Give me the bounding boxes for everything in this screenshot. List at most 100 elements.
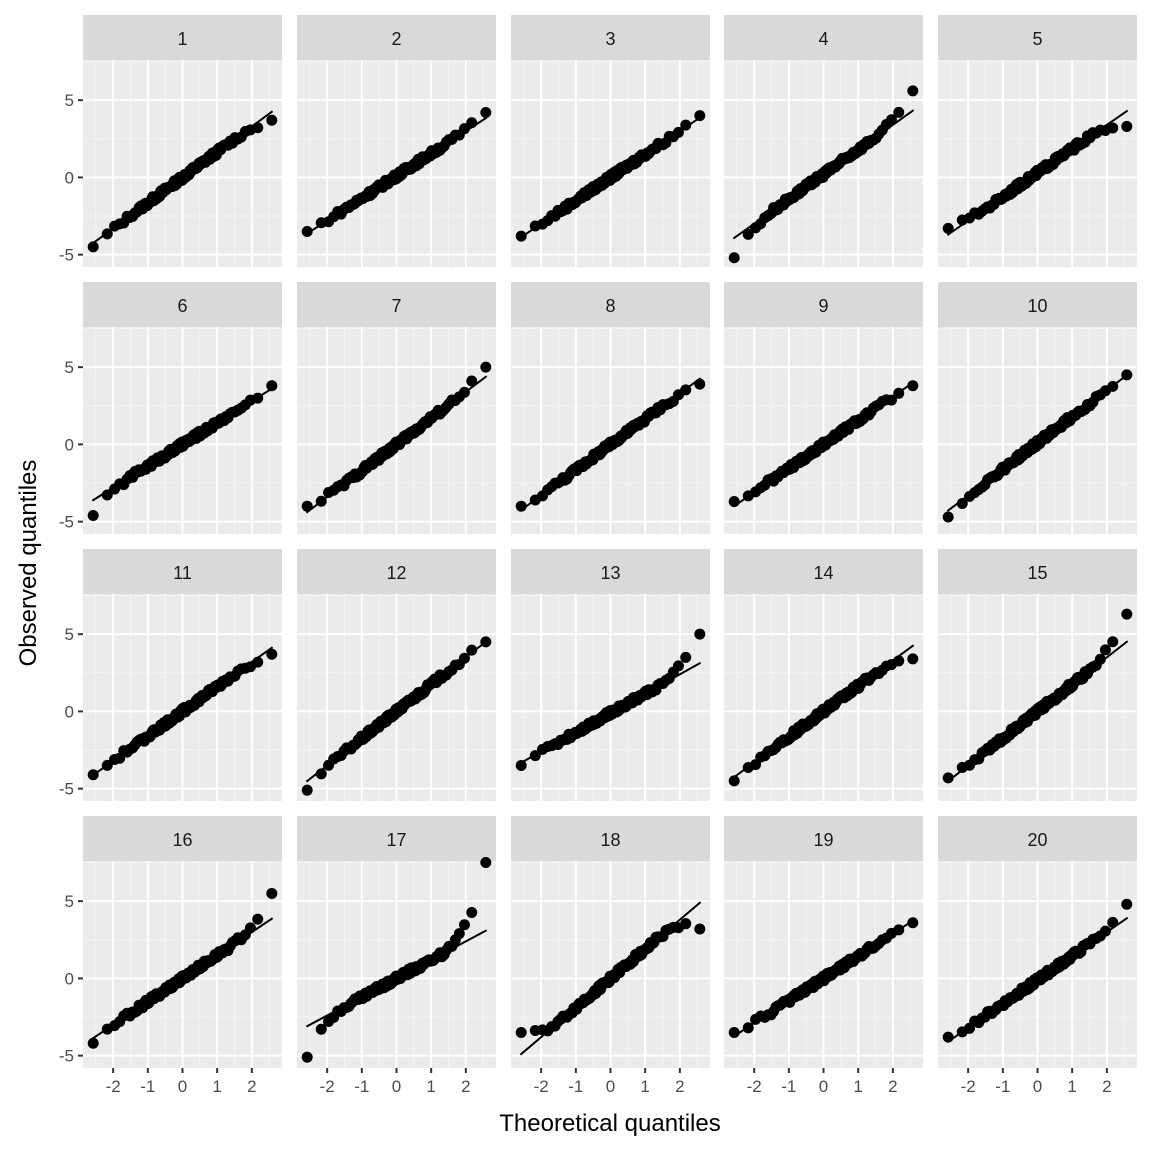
facet-panel-11: 11 -5 0 5 xyxy=(59,549,282,801)
data-point xyxy=(672,126,684,138)
data-point xyxy=(266,648,278,660)
facet-panel-9: 9 xyxy=(724,282,923,534)
data-point xyxy=(315,495,327,507)
data-point xyxy=(529,750,541,762)
facet-panel-16: 16 -5 0 5 -2 -1 0 1 2 xyxy=(59,816,282,1096)
x-axis-title: Theoretical quantiles xyxy=(499,1110,720,1137)
facet-strip xyxy=(83,816,282,861)
data-point xyxy=(885,114,897,126)
y-tick-label: -5 xyxy=(59,246,74,265)
data-point xyxy=(87,1037,99,1049)
facet-panel-13: 13 xyxy=(511,549,710,801)
facet-strip xyxy=(938,549,1137,594)
facet-strip xyxy=(724,816,923,861)
data-point xyxy=(301,225,313,237)
facet-strip-label: 9 xyxy=(818,296,828,316)
facet-strip xyxy=(938,282,1137,327)
x-tick-label: -1 xyxy=(140,1077,155,1096)
facet-strip-label: 17 xyxy=(386,830,406,850)
y-tick-label: 5 xyxy=(65,625,74,644)
data-point xyxy=(728,1026,740,1038)
y-tick-label: -5 xyxy=(59,1047,74,1066)
data-point xyxy=(266,114,278,126)
facet-strip xyxy=(297,15,496,60)
facet-strip-label: 1 xyxy=(177,29,187,49)
facet-panel-2: 2 xyxy=(297,15,496,267)
data-point xyxy=(728,496,740,508)
data-point xyxy=(907,917,919,929)
data-point xyxy=(458,123,470,135)
data-point xyxy=(1121,608,1133,620)
x-tick-label: 0 xyxy=(606,1077,615,1096)
y-tick-label: 0 xyxy=(65,969,74,988)
data-point xyxy=(1107,122,1119,134)
data-point xyxy=(1099,644,1111,656)
data-point xyxy=(458,919,470,931)
facet-strip xyxy=(511,282,710,327)
facet-panel-1: 1 -5 0 5 xyxy=(59,15,282,267)
facet-strip-label: 12 xyxy=(386,563,406,583)
facet-strip-label: 18 xyxy=(600,830,620,850)
data-point xyxy=(466,375,478,387)
x-tick-label: 0 xyxy=(819,1077,828,1096)
facet-strip-label: 14 xyxy=(813,563,833,583)
x-tick-label: 1 xyxy=(212,1077,221,1096)
data-point xyxy=(907,85,919,97)
facet-strip xyxy=(297,816,496,861)
data-point xyxy=(742,228,754,240)
data-point xyxy=(101,228,113,240)
facet-strip-label: 5 xyxy=(1032,29,1042,49)
data-point xyxy=(252,656,264,668)
data-point xyxy=(680,384,692,396)
data-point xyxy=(893,655,905,667)
x-tick-label: 2 xyxy=(461,1077,470,1096)
facet-panel-15: 15 xyxy=(938,549,1137,801)
data-point xyxy=(87,509,99,521)
data-point xyxy=(266,887,278,899)
x-tick-label: 1 xyxy=(1067,1077,1076,1096)
x-tick-label: 2 xyxy=(675,1077,684,1096)
facet-strip xyxy=(297,282,496,327)
x-tick-label: -2 xyxy=(961,1077,976,1096)
data-point xyxy=(1121,369,1133,381)
data-point xyxy=(1121,120,1133,132)
data-point xyxy=(680,918,692,930)
data-point xyxy=(956,497,968,509)
y-tick-label: 5 xyxy=(65,358,74,377)
x-tick-label: 1 xyxy=(853,1077,862,1096)
y-tick-label: 0 xyxy=(65,702,74,721)
x-tick-label: 1 xyxy=(640,1077,649,1096)
data-point xyxy=(515,759,527,771)
facet-panel-19: 19 -2 -1 0 1 2 xyxy=(724,816,923,1096)
data-point xyxy=(252,913,264,925)
y-tick-label: -5 xyxy=(59,780,74,799)
facet-panel-14: 14 xyxy=(724,549,923,801)
data-point xyxy=(907,653,919,665)
facet-strip xyxy=(511,15,710,60)
data-point xyxy=(301,1051,313,1063)
y-tick-label: 0 xyxy=(65,435,74,454)
x-tick-label: -2 xyxy=(106,1077,121,1096)
facet-panel-17: 17 -2 -1 0 1 2 xyxy=(297,816,496,1096)
facet-panel-10: 10 xyxy=(938,282,1137,534)
facet-strip-label: 19 xyxy=(813,830,833,850)
facet-strip xyxy=(724,549,923,594)
data-point xyxy=(453,928,465,940)
data-point xyxy=(942,772,954,784)
facet-strip xyxy=(83,282,282,327)
data-point xyxy=(480,107,492,119)
y-tick-label: 0 xyxy=(65,168,74,187)
data-point xyxy=(466,644,478,656)
x-tick-label: -1 xyxy=(781,1077,796,1096)
x-tick-label: 0 xyxy=(392,1077,401,1096)
facet-strip-label: 20 xyxy=(1027,830,1047,850)
facet-panel-20: 20 -2 -1 0 1 2 xyxy=(938,816,1137,1096)
data-point xyxy=(728,252,740,264)
x-tick-label: 0 xyxy=(1033,1077,1042,1096)
data-point xyxy=(942,511,954,523)
y-axis-title: Observed quantiles xyxy=(15,460,42,667)
data-point xyxy=(893,387,905,399)
x-tick-label: 2 xyxy=(1102,1077,1111,1096)
facet-strip xyxy=(297,549,496,594)
